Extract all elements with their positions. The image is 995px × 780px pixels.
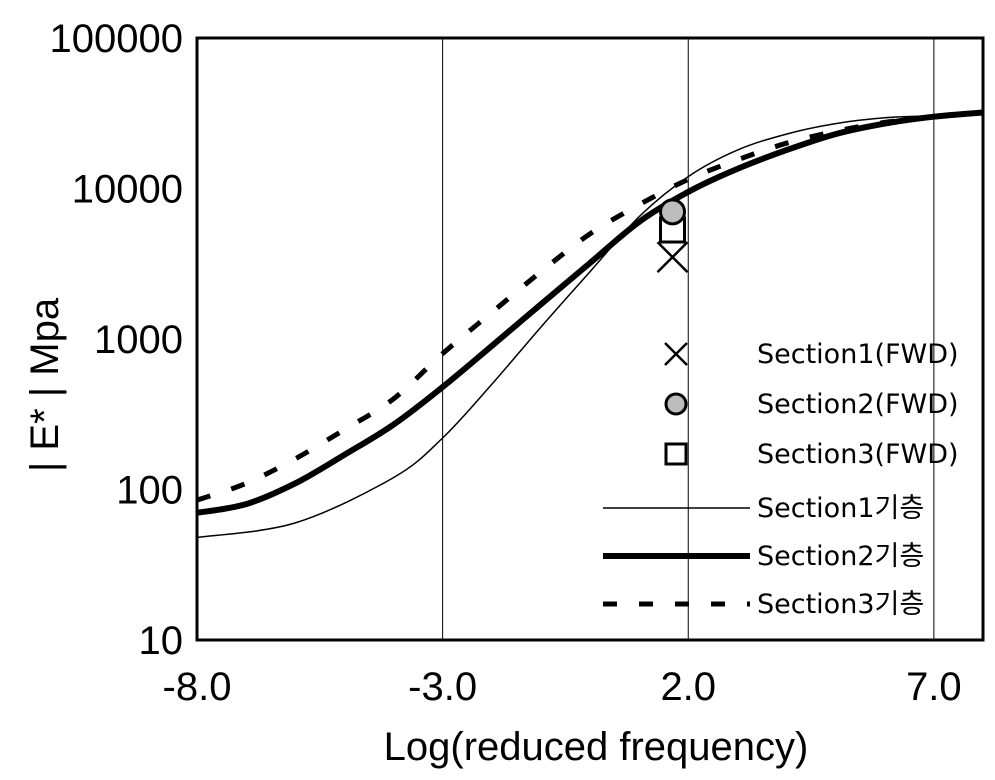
x-axis-title: Log(reduced frequency) [384, 725, 809, 769]
y-tick-label: 100 [116, 469, 183, 513]
legend-label: Section2기층 [757, 541, 924, 572]
y-tick-label: 100000 [50, 17, 183, 61]
grid-layer [442, 38, 935, 640]
x-tick-label: 7.0 [906, 665, 962, 709]
data-point [659, 198, 687, 226]
y-tick-label: 1000 [94, 318, 183, 362]
marker-layer [656, 198, 689, 274]
legend-entry: Section1(FWD) [664, 339, 959, 370]
legend-entry: Section3기층 [603, 589, 924, 620]
y-tick-label: 10 [139, 619, 184, 663]
y-axis-title: | E* | Mpa [23, 297, 67, 472]
line-layer [196, 109, 984, 539]
legend-marker [664, 392, 688, 416]
legend-marker [664, 442, 688, 466]
legend-label: Section1기층 [757, 493, 924, 524]
legend-entry: Section3(FWD) [664, 439, 959, 470]
y-tick-label: 10000 [72, 168, 183, 212]
x-tick-label: -3.0 [408, 665, 477, 709]
tick-layer: -8.0 -3.0 2.0 7.0 10 100 1000 10000 100000 [50, 17, 962, 709]
legend: Section1(FWD) Section2(FWD) Section3(FWD) S… [603, 339, 959, 620]
plot-frame [195, 36, 985, 642]
data-point [656, 241, 689, 274]
legend-entry: Section2기층 [603, 541, 924, 572]
x-tick-label: -8.0 [163, 665, 232, 709]
x-tick-label: 2.0 [660, 665, 716, 709]
legend-label: Section2(FWD) [757, 389, 959, 420]
legend-entry: Section1기층 [603, 493, 924, 524]
legend-entry: Section2(FWD) [664, 389, 959, 420]
legend-label: Section3기층 [757, 589, 924, 620]
legend-label: Section3(FWD) [757, 439, 959, 470]
legend-marker [664, 342, 688, 366]
series-line [196, 110, 984, 503]
legend-label: Section1(FWD) [757, 339, 959, 370]
